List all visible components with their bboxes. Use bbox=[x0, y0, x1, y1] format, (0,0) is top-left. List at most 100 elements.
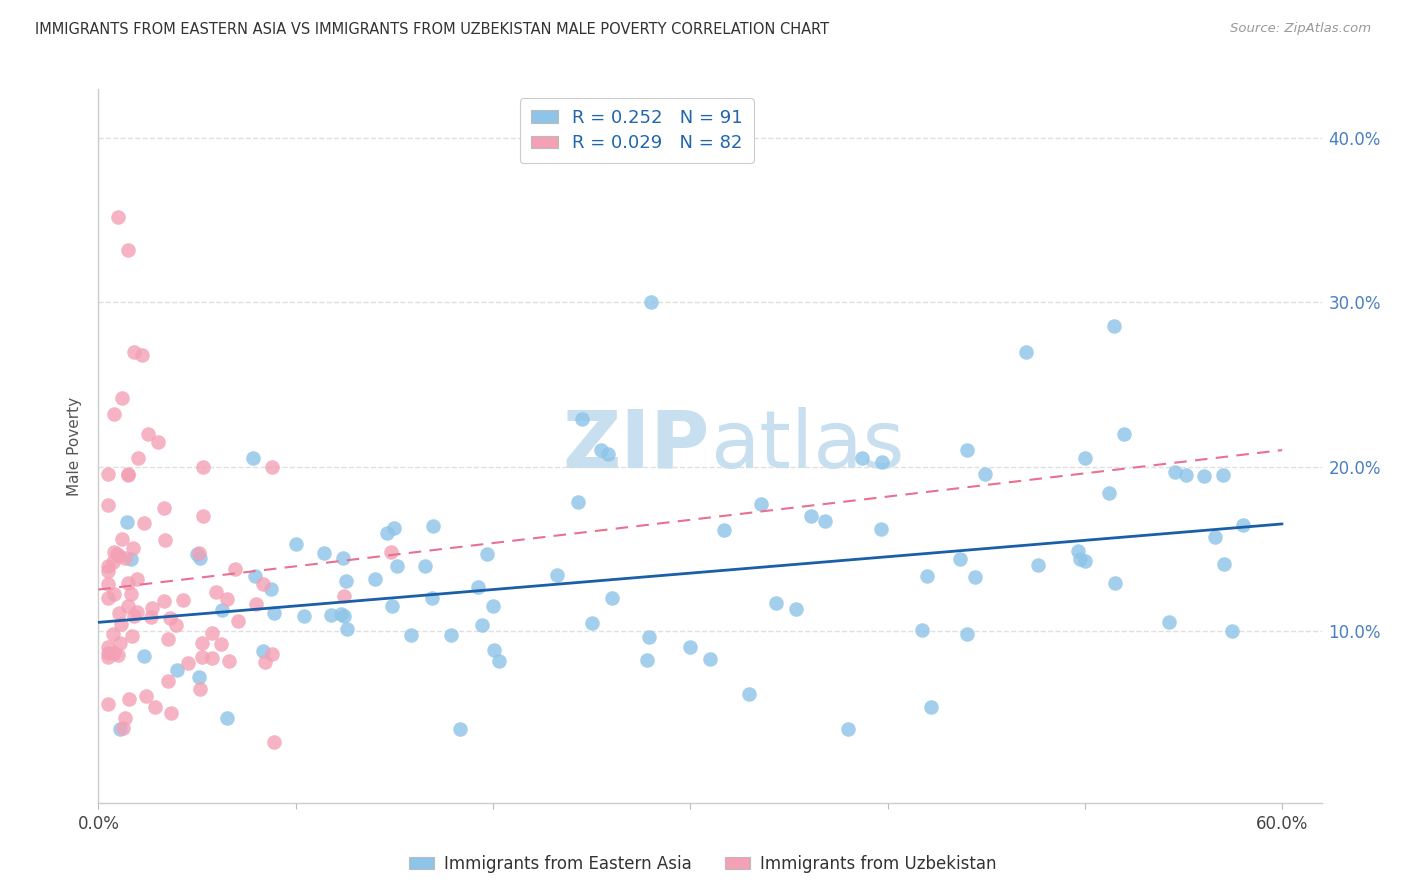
Point bbox=[136, 426, 159, 441]
Point bbox=[188, 546, 211, 560]
Point bbox=[139, 610, 162, 624]
Point bbox=[103, 586, 125, 600]
Point bbox=[153, 593, 176, 607]
Text: atlas: atlas bbox=[710, 407, 904, 485]
Point bbox=[217, 591, 239, 606]
Point bbox=[1157, 615, 1180, 629]
Point bbox=[111, 391, 134, 405]
Point bbox=[172, 592, 194, 607]
Point bbox=[226, 615, 249, 629]
Point bbox=[600, 591, 623, 605]
Point bbox=[209, 637, 232, 651]
Point bbox=[245, 597, 267, 611]
Point bbox=[114, 710, 136, 724]
Point bbox=[108, 636, 131, 650]
Point bbox=[949, 552, 972, 566]
Point bbox=[699, 652, 721, 666]
Point bbox=[117, 575, 139, 590]
Point bbox=[97, 591, 120, 605]
Point bbox=[364, 573, 387, 587]
Point bbox=[335, 574, 357, 588]
Point bbox=[146, 434, 169, 449]
Point bbox=[186, 547, 208, 561]
Point bbox=[475, 548, 498, 562]
Point bbox=[1074, 554, 1097, 568]
Point bbox=[1098, 485, 1121, 500]
Point bbox=[160, 706, 183, 720]
Point bbox=[637, 630, 659, 644]
Point bbox=[381, 599, 404, 614]
Point bbox=[765, 596, 787, 610]
Point bbox=[141, 601, 163, 615]
Point bbox=[636, 652, 658, 666]
Point bbox=[205, 585, 228, 599]
Point bbox=[450, 722, 472, 736]
Point bbox=[263, 735, 285, 749]
Point bbox=[190, 551, 212, 566]
Point bbox=[749, 497, 772, 511]
Point bbox=[217, 710, 239, 724]
Point bbox=[332, 551, 354, 566]
Point bbox=[191, 459, 214, 474]
Text: ZIP: ZIP bbox=[562, 407, 710, 485]
Point bbox=[837, 722, 859, 736]
Point bbox=[1104, 576, 1126, 591]
Point bbox=[1212, 558, 1234, 572]
Point bbox=[284, 537, 307, 551]
Point bbox=[122, 344, 145, 359]
Point bbox=[117, 467, 139, 482]
Point bbox=[122, 609, 145, 624]
Point bbox=[260, 459, 283, 474]
Point bbox=[963, 570, 986, 584]
Point bbox=[420, 591, 443, 605]
Point bbox=[738, 687, 761, 701]
Point bbox=[218, 654, 240, 668]
Point bbox=[132, 648, 155, 663]
Point bbox=[97, 565, 120, 579]
Point bbox=[253, 655, 276, 669]
Point bbox=[97, 467, 120, 482]
Point bbox=[131, 348, 153, 362]
Point bbox=[159, 610, 181, 624]
Point bbox=[571, 412, 593, 426]
Point bbox=[103, 545, 125, 559]
Point bbox=[201, 651, 224, 665]
Point bbox=[870, 455, 893, 469]
Point bbox=[252, 644, 274, 658]
Point bbox=[1174, 467, 1197, 482]
Point bbox=[177, 656, 200, 670]
Point bbox=[201, 625, 224, 640]
Point bbox=[157, 632, 180, 647]
Point bbox=[785, 602, 807, 616]
Point bbox=[851, 451, 873, 466]
Point bbox=[157, 674, 180, 689]
Point bbox=[97, 650, 120, 665]
Point bbox=[679, 640, 702, 654]
Point bbox=[153, 533, 176, 548]
Point bbox=[482, 642, 505, 657]
Point bbox=[1114, 426, 1136, 441]
Point bbox=[191, 508, 214, 523]
Point bbox=[135, 689, 157, 703]
Point bbox=[385, 558, 408, 573]
Point bbox=[382, 521, 405, 535]
Text: IMMIGRANTS FROM EASTERN ASIA VS IMMIGRANTS FROM UZBEKISTAN MALE POVERTY CORRELAT: IMMIGRANTS FROM EASTERN ASIA VS IMMIGRAN… bbox=[35, 22, 830, 37]
Point bbox=[713, 523, 735, 537]
Point bbox=[1102, 318, 1125, 333]
Point bbox=[127, 451, 149, 466]
Point bbox=[117, 599, 139, 613]
Point bbox=[567, 495, 589, 509]
Point bbox=[440, 628, 463, 642]
Point bbox=[190, 650, 212, 665]
Point bbox=[1220, 624, 1243, 638]
Point bbox=[103, 407, 125, 421]
Point bbox=[103, 646, 125, 660]
Point bbox=[1067, 544, 1090, 558]
Point bbox=[1204, 530, 1226, 544]
Point bbox=[97, 576, 120, 591]
Point bbox=[191, 636, 214, 650]
Point bbox=[955, 627, 977, 641]
Point bbox=[143, 700, 166, 714]
Point bbox=[188, 682, 211, 697]
Point bbox=[107, 648, 129, 662]
